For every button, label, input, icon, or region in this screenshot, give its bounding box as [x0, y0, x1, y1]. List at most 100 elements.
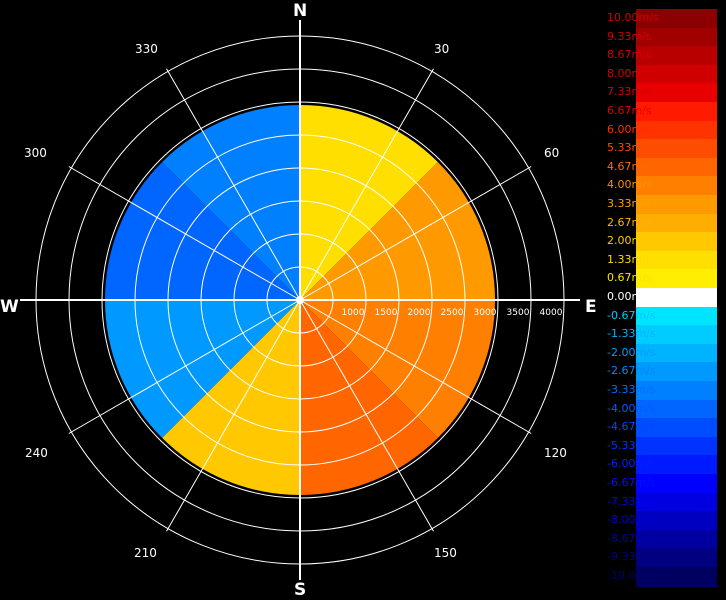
- colorbar-label: 4.67m/s: [607, 159, 652, 173]
- colorbar-swatch: [636, 381, 717, 401]
- colorbar-swatch: [636, 157, 717, 178]
- west-label: W: [0, 297, 19, 317]
- colorbar-label: 7.33m/s: [607, 85, 652, 99]
- velocity-sector-2: [300, 300, 495, 438]
- range-rings: [20, 20, 580, 580]
- range-label-3500: 3500: [507, 308, 530, 318]
- range-label-2500: 2500: [441, 308, 464, 318]
- range-label-4000: 4000: [540, 308, 563, 318]
- colorbar-label: 0.00m/s: [607, 290, 652, 303]
- colorbar-swatch: [636, 529, 717, 550]
- radar-plot: 1000 1500 2000 2500 3000 3500 4000: [20, 20, 580, 580]
- east-label: E: [585, 297, 597, 317]
- colorbar-swatch: [636, 195, 717, 215]
- velocity-sector-7: [162, 105, 300, 300]
- velocity-sector-4: [162, 300, 300, 495]
- azimuth-spoke-60: [299, 166, 532, 301]
- colorbar-label: 0.67m/s: [607, 271, 652, 285]
- azimuth-spoke-30: [299, 68, 434, 301]
- colorbar-swatch: [636, 343, 717, 364]
- colorbar-label: 3.33m/s: [607, 197, 652, 210]
- colorbar-label: -2.67m/s: [607, 364, 656, 378]
- azimuth-spoke-210: [166, 299, 301, 532]
- colorbar-swatch: [636, 9, 717, 29]
- azimuth-spoke-300: [68, 166, 301, 301]
- colorbar-label: -6.67m/s: [607, 476, 656, 489]
- velocity-field: [105, 105, 495, 495]
- azimuth-label-30: 30: [434, 42, 450, 56]
- velocity-sector-5: [105, 300, 300, 438]
- colorbar-swatch: [636, 232, 717, 252]
- azimuth-spoke-150: [299, 299, 434, 532]
- azimuth-label-330: 330: [135, 42, 158, 56]
- azimuth-spoke-240: [68, 299, 301, 434]
- azimuth-label-60: 60: [544, 146, 560, 160]
- colorbar-swatch: [636, 213, 717, 234]
- colorbar-label: -8.67m/s: [607, 531, 656, 545]
- azimuth-label-300: 300: [24, 146, 47, 160]
- colorbar-label: -1.33m/s: [607, 327, 656, 341]
- colorbar-swatch: [636, 269, 717, 289]
- azimuth-label-120: 120: [544, 446, 567, 460]
- colorbar-swatch: [636, 250, 717, 271]
- colorbar-swatch: [636, 436, 717, 457]
- azimuth-label-150: 150: [434, 546, 457, 560]
- colorbar-swatch: [636, 102, 717, 122]
- colorbar-swatch: [636, 362, 717, 382]
- azimuth-spoke-120: [299, 299, 532, 434]
- radar-center-marker: [296, 296, 304, 304]
- colorbar-label: -6.00m/s: [607, 457, 656, 471]
- range-label-1000: 1000: [342, 308, 365, 318]
- colorbar-label: 10.00m/s: [607, 11, 659, 24]
- colorbar-swatch: [636, 511, 717, 531]
- colorbar-swatch: [636, 567, 717, 587]
- colorbar-swatch: [636, 120, 717, 141]
- azimuth-label-240: 240: [25, 446, 48, 460]
- colorbar-label: 8.00m/s: [607, 66, 652, 80]
- colorbar-label: 8.67m/s: [607, 48, 652, 62]
- colorbar-label: 6.00m/s: [607, 122, 652, 136]
- colorbar-swatch: [636, 27, 717, 48]
- azimuth-label-210: 210: [134, 546, 157, 560]
- colorbar-label: -2.00m/s: [607, 345, 656, 359]
- colorbar-swatch: [636, 548, 717, 568]
- colorbar-label: -4.00m/s: [607, 401, 656, 415]
- colorbar-label: -3.33m/s: [607, 383, 656, 396]
- azimuth-spoke-330: [166, 68, 301, 301]
- colorbar-label: 4.00m/s: [607, 178, 652, 192]
- north-label: N: [293, 1, 308, 21]
- colorbar-label: 9.33m/s: [607, 29, 652, 43]
- colorbar-swatch: [636, 399, 717, 420]
- colorbar-label: -4.67m/s: [607, 420, 656, 434]
- colorbar-swatch: [636, 288, 717, 308]
- colorbar-swatch: [636, 455, 717, 475]
- colorbar-swatch: [636, 418, 717, 438]
- range-label-3000: 3000: [474, 308, 497, 318]
- colorbar-label: -10.00m/s: [607, 569, 663, 582]
- colorbar-label: 5.33m/s: [607, 141, 652, 155]
- colorbar-label: 1.33m/s: [607, 252, 652, 266]
- colorbar-label: -7.33m/s: [607, 494, 656, 508]
- colorbar-label: -0.67m/s: [607, 308, 656, 322]
- colorbar-label: -5.33m/s: [607, 438, 656, 452]
- colorbar-swatch: [636, 325, 717, 345]
- colorbar-swatch: [636, 46, 717, 66]
- colorbar-swatch: [636, 64, 717, 85]
- velocity-sector-6: [105, 162, 300, 300]
- colorbar-swatch: [636, 176, 717, 196]
- colorbar-label: -9.33m/s: [607, 550, 656, 564]
- colorbar-swatch: [636, 492, 717, 513]
- colorbar-label: 6.67m/s: [607, 104, 652, 117]
- range-labels: 1000 1500 2000 2500 3000 3500 4000: [342, 308, 563, 318]
- colorbar-swatch: [636, 474, 717, 494]
- colorbar-label: 2.67m/s: [607, 215, 652, 229]
- range-label-1500: 1500: [375, 308, 398, 318]
- velocity-sector-1: [300, 162, 495, 300]
- colorbar-swatch: [636, 306, 717, 327]
- colorbar-swatch: [636, 139, 717, 159]
- velocity-sector-0: [300, 105, 438, 300]
- colorbar-label: -8.00m/s: [607, 513, 656, 527]
- south-label: S: [294, 580, 307, 600]
- range-label-2000: 2000: [408, 308, 431, 318]
- velocity-sector-3: [300, 300, 438, 495]
